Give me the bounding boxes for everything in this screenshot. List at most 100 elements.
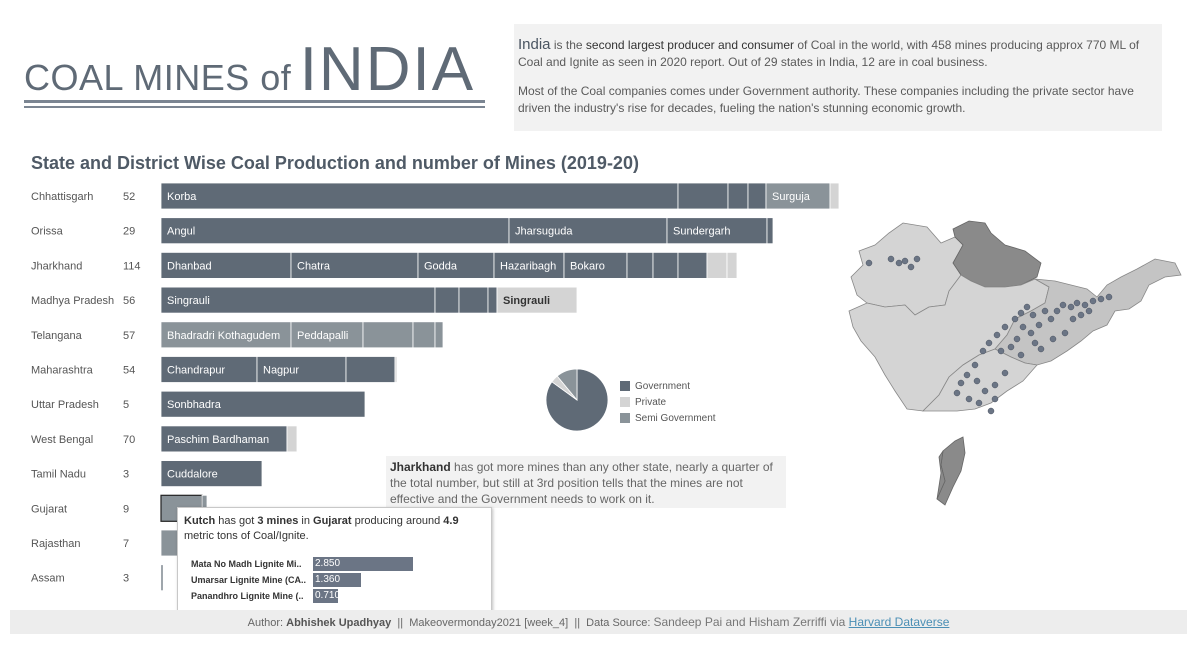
bar-segment[interactable] xyxy=(747,182,767,210)
mine-dot[interactable] xyxy=(1077,311,1085,319)
bar-segment[interactable] xyxy=(727,182,749,210)
mine-dot[interactable] xyxy=(895,259,903,267)
bar-segment[interactable] xyxy=(487,286,498,314)
legend-item-semi-government[interactable]: Semi Government xyxy=(620,410,716,426)
mine-dot[interactable] xyxy=(1007,343,1015,351)
mine-dot[interactable] xyxy=(1029,311,1037,319)
mine-dot[interactable] xyxy=(1017,351,1025,359)
bar-segment[interactable] xyxy=(290,252,419,279)
mine-count-madhya-pradesh: 56 xyxy=(123,295,135,307)
mine-dot[interactable] xyxy=(997,347,1005,355)
mine-dot[interactable] xyxy=(1089,297,1097,305)
bar-segment[interactable] xyxy=(434,321,444,349)
mine-dot[interactable] xyxy=(1017,309,1025,317)
mine-dot[interactable] xyxy=(1073,299,1081,307)
mine-dot[interactable] xyxy=(965,395,973,403)
mine-dot[interactable] xyxy=(1019,323,1027,331)
mine-dot[interactable] xyxy=(865,259,873,267)
mine-dot[interactable] xyxy=(1049,335,1057,343)
state-label-rajasthan: Rajasthan xyxy=(31,538,81,550)
bar-segment[interactable] xyxy=(496,286,578,314)
mine-dot[interactable] xyxy=(979,347,987,355)
legend-item-government[interactable]: Government xyxy=(620,378,716,394)
bar-segment[interactable] xyxy=(829,182,840,210)
mine-dot[interactable] xyxy=(1035,321,1043,329)
mine-dot[interactable] xyxy=(985,339,993,347)
mine-dot[interactable] xyxy=(957,379,965,387)
bar-segment[interactable] xyxy=(362,321,414,349)
mine-dot[interactable] xyxy=(971,361,979,369)
bar-segment[interactable] xyxy=(508,217,668,245)
mine-dot[interactable] xyxy=(1059,301,1067,309)
bar-segment[interactable] xyxy=(160,217,510,245)
mine-dot[interactable] xyxy=(1037,345,1045,353)
mine-dot[interactable] xyxy=(953,389,961,397)
bar-segment[interactable] xyxy=(286,425,298,453)
mine-dot[interactable] xyxy=(973,377,981,385)
mine-dot[interactable] xyxy=(981,387,989,395)
bar-segment[interactable] xyxy=(706,252,728,279)
bar-segment[interactable] xyxy=(290,321,364,349)
bar-segment[interactable] xyxy=(726,252,738,279)
mine-dot[interactable] xyxy=(1097,295,1105,303)
mine-dot[interactable] xyxy=(1069,315,1077,323)
mine-location-dots xyxy=(865,255,1113,415)
map-south-west-tip[interactable] xyxy=(936,450,946,500)
mine-dot[interactable] xyxy=(887,255,895,263)
mine-dot[interactable] xyxy=(963,371,971,379)
mine-dot[interactable] xyxy=(1031,339,1039,347)
mine-dot[interactable] xyxy=(1067,303,1075,311)
bar-segment[interactable] xyxy=(563,252,628,279)
mine-dot[interactable] xyxy=(901,257,909,265)
harvard-dataverse-link[interactable]: Harvard Dataverse xyxy=(848,615,950,629)
mine-count-tamil-nadu: 3 xyxy=(123,469,129,481)
bar-segment[interactable] xyxy=(626,252,654,279)
bar-segment[interactable] xyxy=(677,182,729,210)
bar-segment[interactable] xyxy=(256,356,347,383)
mine-dot[interactable] xyxy=(1023,303,1031,311)
mine-dot[interactable] xyxy=(1061,329,1069,337)
mine-dot[interactable] xyxy=(913,255,921,263)
mine-dot[interactable] xyxy=(1105,293,1113,301)
mine-dot[interactable] xyxy=(975,399,983,407)
pie-slice-semi-government[interactable] xyxy=(556,368,578,402)
bar-segment[interactable] xyxy=(412,321,436,349)
bar-segment[interactable] xyxy=(766,217,774,245)
bar-segment[interactable] xyxy=(160,182,679,210)
tooltip-mine-count: 3 mines xyxy=(257,515,299,527)
mine-dot[interactable] xyxy=(991,381,999,389)
map-uttar-pradesh[interactable] xyxy=(952,220,1042,288)
bar-segment[interactable] xyxy=(458,286,489,314)
mine-dot[interactable] xyxy=(1027,329,1035,337)
bar-segment[interactable] xyxy=(345,356,396,383)
stacked-bar-chart: Chhattisgarh 52 Korba Surguja Orissa 29 Angul J… xyxy=(31,182,840,592)
mine-dot[interactable] xyxy=(1011,315,1019,323)
india-coal-map[interactable] xyxy=(845,215,1185,515)
legend-item-private[interactable]: Private xyxy=(620,394,716,410)
bar-segment[interactable] xyxy=(160,564,164,592)
mine-dot[interactable] xyxy=(987,407,995,415)
bar-segment[interactable] xyxy=(160,286,436,314)
bar-segment[interactable] xyxy=(677,252,708,279)
mine-dot[interactable] xyxy=(993,331,1001,339)
bar-segment[interactable] xyxy=(160,390,366,418)
mine-dot[interactable] xyxy=(1085,307,1093,315)
mine-dot[interactable] xyxy=(1013,335,1021,343)
tooltip-mine-name: Panandhro Lignite Mine (.. xyxy=(191,591,304,601)
bar-segment[interactable] xyxy=(434,286,460,314)
bar-segment[interactable] xyxy=(394,356,398,383)
mine-dot[interactable] xyxy=(1053,307,1061,315)
mine-dot[interactable] xyxy=(1047,315,1055,323)
bar-segment[interactable] xyxy=(160,460,263,488)
bar-segment[interactable] xyxy=(652,252,679,279)
mine-dot[interactable] xyxy=(907,263,915,271)
bar-segment[interactable] xyxy=(493,252,565,279)
bar-segment[interactable] xyxy=(765,182,831,210)
mine-dot[interactable] xyxy=(1001,323,1009,331)
bar-segment[interactable] xyxy=(160,252,292,279)
mine-dot[interactable] xyxy=(1081,301,1089,309)
mine-dot[interactable] xyxy=(1001,369,1009,377)
mine-dot[interactable] xyxy=(1041,307,1049,315)
bar-segment[interactable] xyxy=(160,321,292,349)
mine-dot[interactable] xyxy=(991,395,999,403)
